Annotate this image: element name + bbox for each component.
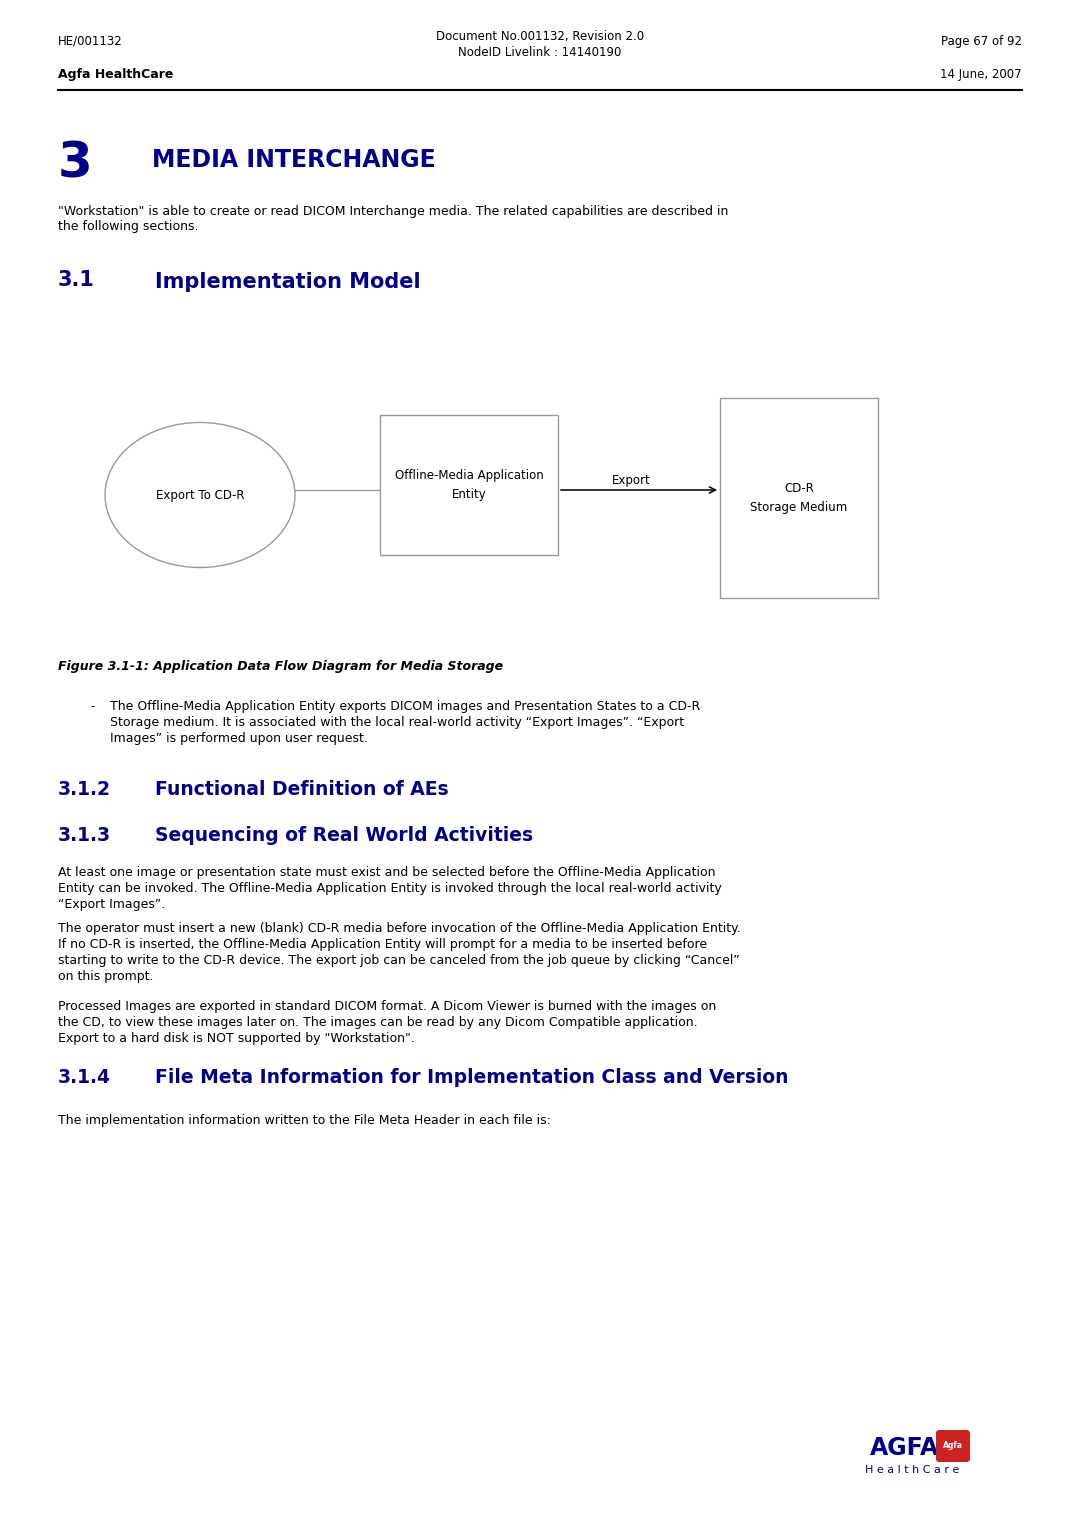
- FancyBboxPatch shape: [936, 1430, 970, 1462]
- Text: Processed Images are exported in standard DICOM format. A Dicom Viewer is burned: Processed Images are exported in standar…: [58, 1000, 716, 1013]
- Text: the following sections.: the following sections.: [58, 220, 199, 233]
- Bar: [380, 415, 558, 555]
- Text: 14 June, 2007: 14 June, 2007: [941, 69, 1022, 81]
- Text: The implementation information written to the File Meta Header in each file is:: The implementation information written t…: [58, 1113, 551, 1127]
- Text: Functional Definition of AEs: Functional Definition of AEs: [156, 779, 448, 799]
- Text: on this prompt.: on this prompt.: [58, 970, 153, 984]
- Text: MEDIA INTERCHANGE: MEDIA INTERCHANGE: [152, 148, 435, 172]
- Text: 3.1: 3.1: [58, 270, 95, 290]
- Text: Export to a hard disk is NOT supported by "Workstation".: Export to a hard disk is NOT supported b…: [58, 1032, 415, 1045]
- Text: At least one image or presentation state must exist and be selected before the O: At least one image or presentation state…: [58, 866, 715, 878]
- Text: the CD, to view these images later on. The images can be read by any Dicom Compa: the CD, to view these images later on. T…: [58, 1016, 698, 1029]
- Text: Offline-Media Application
Entity: Offline-Media Application Entity: [394, 470, 543, 502]
- Text: AGFA: AGFA: [870, 1437, 940, 1459]
- Text: 3: 3: [58, 140, 93, 188]
- Text: The operator must insert a new (blank) CD-R media before invocation of the Offli: The operator must insert a new (blank) C…: [58, 923, 741, 935]
- Text: CD-R
Storage Medium: CD-R Storage Medium: [751, 482, 848, 514]
- Text: 3.1.4: 3.1.4: [58, 1068, 111, 1087]
- Text: Entity can be invoked. The Offline-Media Application Entity is invoked through t: Entity can be invoked. The Offline-Media…: [58, 881, 721, 895]
- Text: “Export Images”.: “Export Images”.: [58, 898, 165, 910]
- Text: -: -: [90, 700, 95, 714]
- Text: HE/001132: HE/001132: [58, 35, 123, 47]
- Text: Page 67 of 92: Page 67 of 92: [941, 35, 1022, 47]
- Text: 3.1.2: 3.1.2: [58, 779, 111, 799]
- Text: Images” is performed upon user request.: Images” is performed upon user request.: [110, 732, 368, 746]
- Text: Figure 3.1-1: Application Data Flow Diagram for Media Storage: Figure 3.1-1: Application Data Flow Diag…: [58, 660, 503, 673]
- Text: Agfa HealthCare: Agfa HealthCare: [58, 69, 174, 81]
- Text: Agfa: Agfa: [943, 1441, 963, 1450]
- Text: Storage medium. It is associated with the local real-world activity “Export Imag: Storage medium. It is associated with th…: [110, 717, 684, 729]
- Text: NodeID Livelink : 14140190: NodeID Livelink : 14140190: [458, 46, 622, 59]
- Text: Sequencing of Real World Activities: Sequencing of Real World Activities: [156, 827, 534, 845]
- Text: 3.1.3: 3.1.3: [58, 827, 111, 845]
- Text: Implementation Model: Implementation Model: [156, 271, 420, 291]
- Text: "Workstation" is able to create or read DICOM Interchange media. The related cap: "Workstation" is able to create or read …: [58, 204, 728, 218]
- Text: The Offline-Media Application Entity exports DICOM images and Presentation State: The Offline-Media Application Entity exp…: [110, 700, 700, 714]
- Text: H e a l t h C a r e: H e a l t h C a r e: [865, 1466, 959, 1475]
- Text: Document No.001132, Revision 2.0: Document No.001132, Revision 2.0: [436, 30, 644, 43]
- Text: starting to write to the CD-R device. The export job can be canceled from the jo: starting to write to the CD-R device. Th…: [58, 955, 740, 967]
- Text: File Meta Information for Implementation Class and Version: File Meta Information for Implementation…: [156, 1068, 788, 1087]
- Text: If no CD-R is inserted, the Offline-Media Application Entity will prompt for a m: If no CD-R is inserted, the Offline-Medi…: [58, 938, 707, 952]
- Text: Export To CD-R: Export To CD-R: [156, 488, 244, 502]
- Text: Export: Export: [611, 474, 650, 486]
- Bar: [720, 398, 878, 598]
